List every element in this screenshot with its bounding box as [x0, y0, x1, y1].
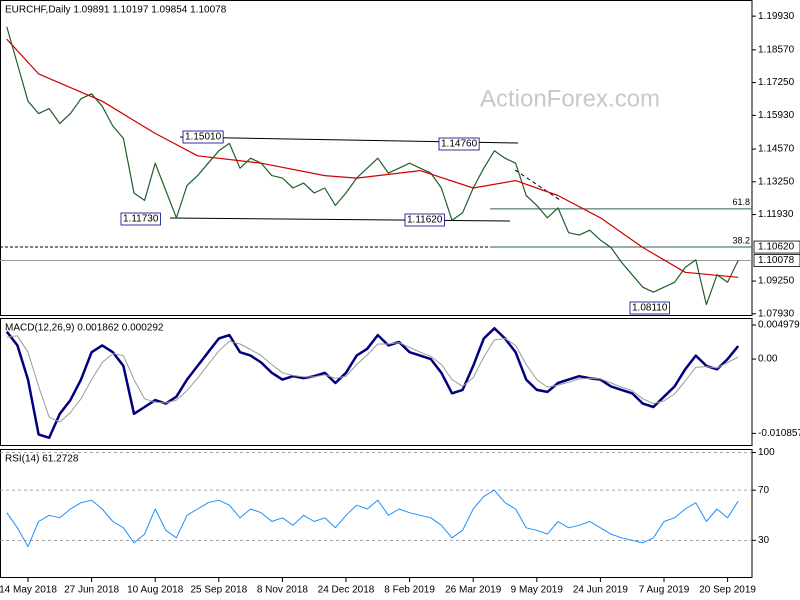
annotation-box	[438, 137, 480, 151]
x-tick-label: 20 Sep 2019	[699, 585, 756, 596]
y-tick-label: 1.17250	[758, 77, 795, 88]
series-line	[6, 335, 739, 423]
annotation-label: 1.08110	[632, 303, 668, 314]
y-tick-label: 1.11930	[758, 209, 794, 220]
series-line	[6, 38, 739, 278]
x-tick-label: 7 Aug 2019	[639, 585, 690, 596]
y-tick-label: 0.004979	[758, 320, 800, 331]
annotation-label: 1.15010	[185, 132, 222, 143]
x-tick-label: 8 Feb 2019	[384, 585, 435, 596]
panel-frame	[0, 0, 753, 316]
series-line	[5, 327, 740, 440]
panel-title: RSI(14) 61.2728	[5, 454, 79, 465]
level-box	[753, 240, 800, 254]
x-tick-label: 10 Aug 2018	[127, 585, 184, 596]
annotation-box	[182, 130, 224, 144]
y-tick-label: 1.14570	[758, 144, 795, 155]
panel-title: EURCHF,Daily 1.09891 1.10197 1.09854 1.1…	[5, 5, 227, 16]
channel-bottom	[169, 217, 511, 222]
level-label: 1.10078	[758, 255, 795, 266]
panel-frame	[0, 318, 753, 446]
x-tick-label: 27 Jun 2018	[64, 585, 119, 596]
annotation-box	[404, 213, 445, 227]
level-label: 1.10620	[758, 242, 795, 253]
y-tick-label: 1.13250	[758, 176, 795, 187]
annotation-box	[629, 301, 670, 315]
annotation-label: 1.14760	[441, 139, 478, 150]
y-tick-label: 0.00	[758, 354, 778, 365]
y-tick-label: 100	[758, 447, 775, 458]
x-tick-label: 26 Mar 2019	[445, 585, 502, 596]
y-tick-label: -0.010857	[758, 428, 800, 439]
annotation-label: 1.11730	[123, 214, 159, 225]
watermark: ActionForex.com	[480, 85, 660, 112]
x-tick-label: 9 May 2019	[511, 585, 564, 596]
x-tick-label: 14 May 2018	[0, 585, 57, 596]
y-tick-label: 70	[758, 485, 770, 496]
fib-label: 38.2	[732, 235, 750, 245]
annotation-label: 1.11620	[407, 215, 443, 226]
x-tick-label: 24 Jun 2019	[573, 585, 628, 596]
y-tick-label: 1.15930	[758, 110, 795, 121]
annotation-box	[120, 212, 161, 226]
x-tick-label: 25 Sep 2018	[190, 585, 247, 596]
y-tick-label: 1.09250	[758, 276, 795, 287]
trend-dash	[514, 169, 561, 201]
y-tick-label: 30	[758, 535, 770, 546]
y-tick-label: 1.18570	[758, 44, 795, 55]
panel-title: MACD(12,26,9) 0.001862 0.000292	[5, 323, 164, 334]
y-tick-label: 1.19930	[758, 11, 795, 22]
y-tick-label: 1.07930	[758, 308, 795, 319]
series-line	[6, 489, 739, 548]
level-box	[753, 254, 800, 267]
panel-frame	[0, 449, 753, 578]
x-tick-label: 8 Nov 2018	[257, 585, 309, 596]
x-tick-label: 24 Dec 2018	[318, 585, 375, 596]
fib-label: 61.8	[732, 197, 750, 207]
series-line	[6, 26, 739, 306]
